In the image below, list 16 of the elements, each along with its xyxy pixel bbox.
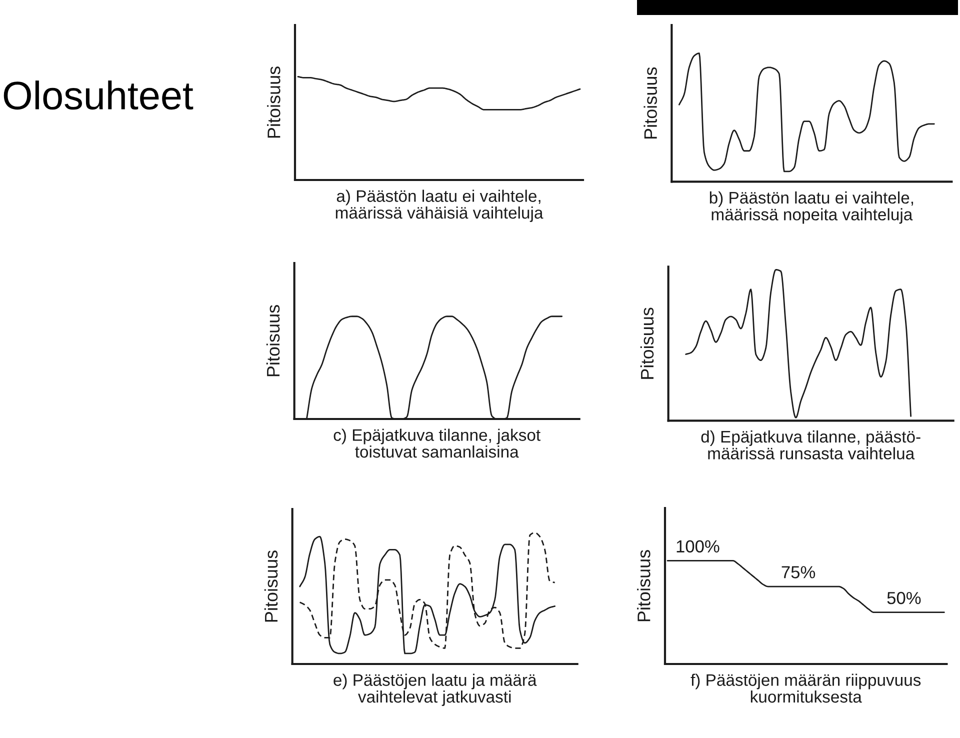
data-label: 50%	[887, 592, 921, 604]
x-axis-title: f) Päästöjen määrän riippuvuus kuormituksesta	[690, 674, 921, 703]
y-axis-title: Pitoisuus	[264, 550, 278, 622]
x-axis-title: c) Epäjatkuva tilanne, jaksot toistuvat samanlaisina	[334, 428, 540, 458]
y-axis-title: Pitoisuus	[267, 66, 280, 138]
data-label: 100%	[676, 540, 720, 553]
y-axis-title: Pitoisuus	[637, 550, 650, 622]
x-axis-title: a) Päästön laatu ei vaihtele, määrissä vähäisiä vaihteluja	[336, 190, 544, 222]
text: Olosuhteet	[4, 80, 194, 110]
y-axis-title: Pitoisuus	[644, 67, 657, 138]
x-axis-title: d) Epäjatkuva tilanne, päästö- määrissä runsasta vaihtelua	[701, 430, 920, 460]
x-axis-title: b) Päästön laatu ei vaihtele, määrissä nopeita vaihteluja	[710, 191, 914, 224]
y-axis-title: Pitoisuus	[266, 305, 280, 376]
x-axis-title: e) Päästöjen laatu ja määrä vaihtelevat jatkuvasti	[334, 674, 537, 706]
data-label: 75%	[782, 566, 816, 578]
y-axis-title: Pitoisuus	[640, 308, 654, 379]
